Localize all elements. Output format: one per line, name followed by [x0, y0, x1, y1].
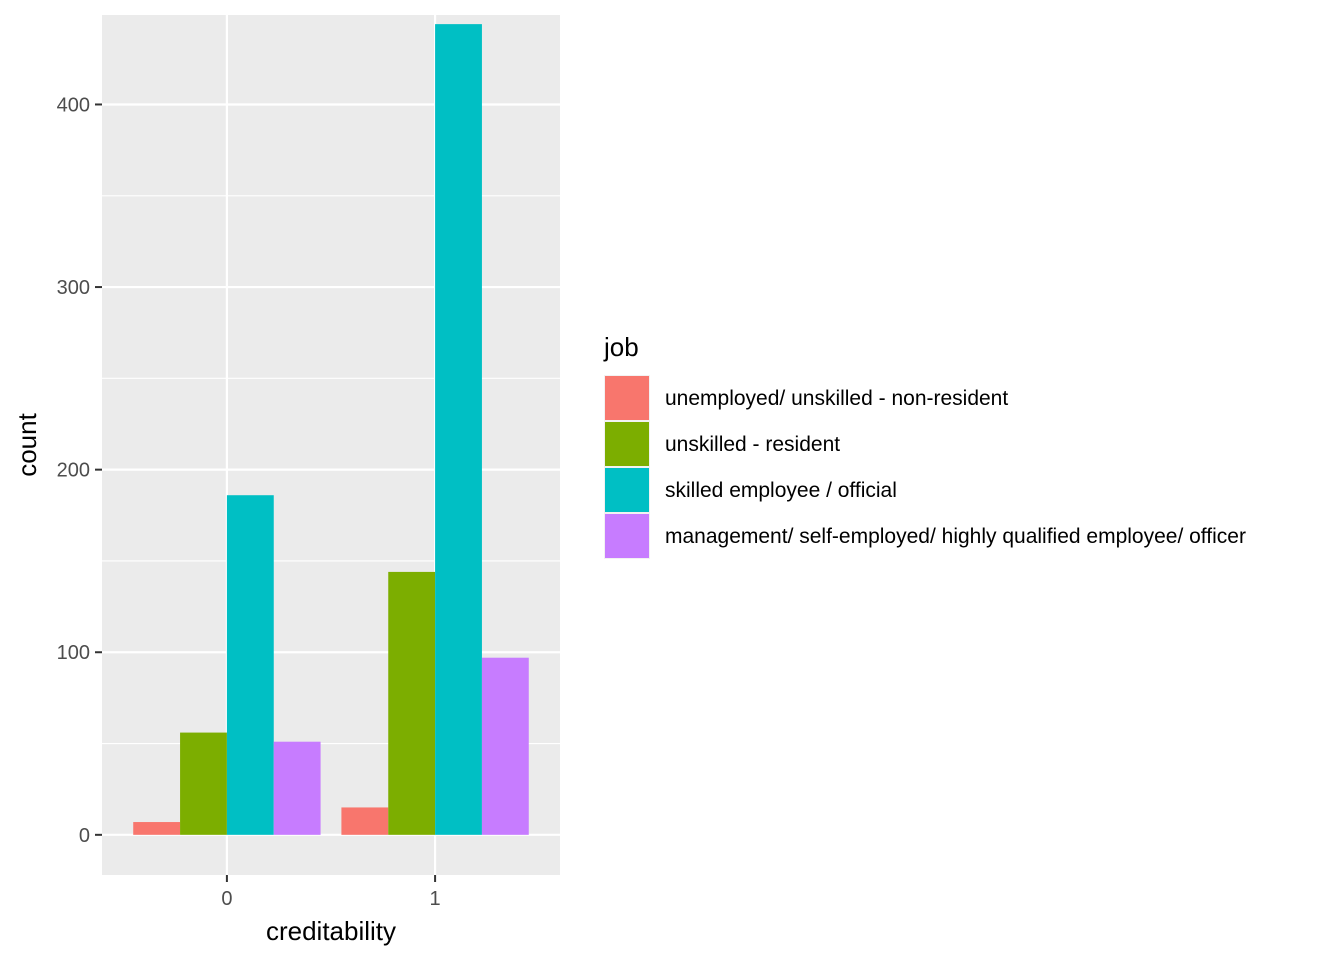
bar [341, 807, 389, 835]
legend-label: unskilled - resident [665, 433, 840, 456]
y-tick-label: 300 [57, 277, 90, 299]
bar [226, 495, 274, 835]
bar [388, 571, 436, 835]
legend-label: unemployed/ unskilled - non-resident [665, 387, 1008, 410]
legend-label: skilled employee / official [665, 479, 897, 502]
y-axis-title: count [12, 412, 42, 476]
bar [435, 24, 482, 835]
legend-key [605, 514, 649, 558]
x-axis-title: creditability [266, 916, 396, 946]
legend-label: management/ self-employed/ highly qualif… [665, 525, 1246, 548]
axes: 0 100 200 300 400 0 1 [57, 94, 441, 910]
bar [133, 822, 181, 835]
legend-key [605, 376, 649, 420]
legend-title: job [603, 332, 639, 362]
y-tick-label: 100 [57, 642, 90, 664]
x-tick-label: 1 [430, 888, 441, 910]
legend: job unemployed/ unskilled - non-resident… [603, 332, 1246, 559]
y-tick-label: 400 [57, 94, 90, 116]
bar [180, 732, 227, 835]
y-tick-label: 0 [79, 825, 90, 847]
legend-key [605, 468, 649, 512]
bar [481, 657, 529, 835]
y-tick-label: 200 [57, 460, 90, 482]
legend-key [605, 422, 649, 466]
bars [133, 24, 529, 835]
bar [273, 741, 321, 835]
x-tick-label: 0 [221, 888, 232, 910]
